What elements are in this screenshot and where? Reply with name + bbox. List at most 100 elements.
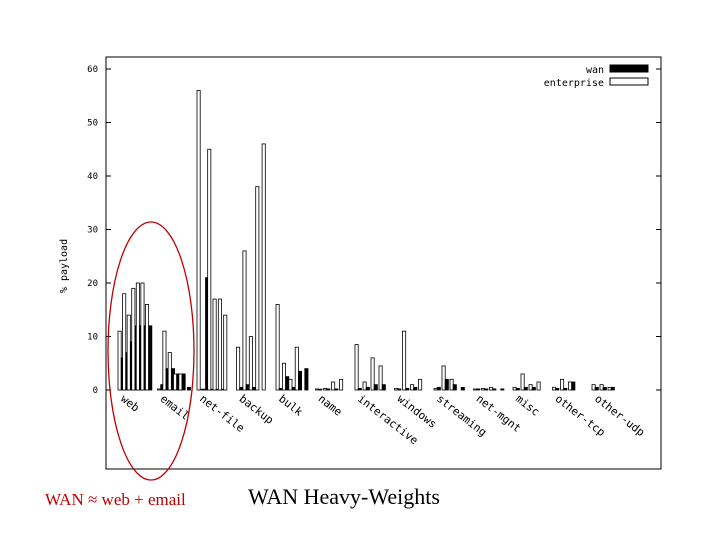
bar-enterprise-streaming — [433, 387, 438, 391]
y-tick-label: 10 — [87, 333, 98, 343]
bar-enterprise-email — [157, 388, 162, 391]
y-axis-label: % payload — [59, 239, 70, 293]
bar-enterprise-windows — [410, 384, 415, 391]
bar-enterprise-net-mgnt — [473, 388, 478, 391]
bar-wan-other-tcp — [571, 381, 576, 391]
bar-wan-interactive — [365, 386, 370, 391]
y-tick-label: 60 — [87, 65, 98, 75]
bar-enterprise-web — [117, 330, 122, 391]
x-tick-label: name — [316, 392, 345, 419]
bar-enterprise-name — [339, 378, 344, 391]
bar-wan-backup — [252, 386, 257, 391]
bar-enterprise-misc — [536, 381, 541, 391]
bar-enterprise-net-file — [201, 388, 206, 391]
y-axis: 0 10 20 30 40 50 60 — [87, 65, 661, 396]
bar-wan-other-udp — [602, 386, 607, 391]
bar-enterprise-windows — [402, 330, 407, 391]
legend-label-enterprise: enterprise — [544, 78, 604, 89]
bar-enterprise-web — [122, 293, 127, 391]
bar-wan-web — [148, 325, 153, 391]
y-tick-label: 20 — [87, 279, 98, 289]
web-email-highlight-ellipse — [107, 221, 195, 481]
bar-enterprise-bulk — [288, 378, 293, 391]
legend: wan enterprise — [544, 64, 649, 89]
bar-enterprise-streaming — [441, 365, 446, 391]
legend-swatch-enterprise — [609, 77, 649, 86]
bar-wan-net-mgnt — [476, 388, 481, 391]
bar-enterprise-web — [126, 314, 131, 391]
bar-wan-misc — [515, 387, 520, 391]
caption-title: WAN Heavy-Weights — [248, 484, 440, 509]
legend-label-wan: wan — [586, 65, 604, 76]
bar-wan-name — [334, 388, 339, 391]
bar-enterprise-bulk — [275, 303, 280, 391]
bar-enterprise-misc — [520, 373, 525, 391]
bar-wan-bulk — [304, 368, 309, 391]
x-tick-label: email — [158, 392, 192, 423]
bar-wan-bulk — [278, 387, 283, 391]
bar-enterprise-web — [140, 282, 145, 391]
bar-wan-windows — [405, 387, 410, 391]
bar-enterprise-email — [173, 373, 178, 391]
bar-enterprise-email — [162, 330, 167, 391]
bar-enterprise-net-file — [223, 314, 228, 391]
bar-enterprise-web — [131, 287, 136, 391]
bar-enterprise-interactive — [362, 381, 367, 391]
bar-enterprise-net-file — [212, 298, 217, 391]
bar-wan-bulk — [285, 376, 290, 391]
bar-enterprise-misc — [512, 386, 517, 391]
caption-wan-equation: WAN ≈ web + email — [45, 490, 186, 509]
bar-wan-bulk — [297, 370, 302, 391]
legend-swatch-wan — [609, 64, 649, 73]
bar-enterprise-misc — [528, 384, 533, 391]
bar-enterprise-other-udp — [591, 384, 596, 391]
bar-wan-email — [186, 386, 191, 391]
bar-enterprise-web — [135, 282, 140, 391]
y-tick-label: 30 — [87, 226, 98, 236]
bar-wan-other-udp — [594, 386, 599, 391]
bar-enterprise-interactive — [370, 357, 375, 391]
bar-enterprise-net-mgnt — [489, 386, 494, 391]
bar-enterprise-interactive — [378, 365, 383, 391]
x-tick-label: bulk — [276, 392, 305, 419]
bar-enterprise-interactive — [354, 344, 359, 391]
bar-enterprise-net-mgnt — [481, 387, 486, 391]
bar-enterprise-web — [145, 303, 150, 391]
y-tick-label: 0 — [93, 386, 98, 396]
bar-enterprise-windows — [418, 378, 423, 391]
bar-enterprise-other-tcp — [552, 386, 557, 391]
bar-enterprise-name — [315, 388, 320, 391]
bar-wan-backup — [245, 384, 250, 391]
y-tick-label: 40 — [87, 172, 98, 182]
bar-wan-interactive — [357, 387, 362, 391]
bar-wan-net-mgnt — [492, 388, 497, 391]
bar-wan-name — [326, 388, 331, 391]
bar-wan-other-tcp — [555, 387, 560, 391]
bar-wan-net-mgnt — [484, 388, 489, 391]
bar-enterprise-email — [167, 352, 172, 391]
bar-enterprise-net-file — [196, 90, 201, 391]
y-tick-label: 50 — [87, 119, 98, 129]
bar-wan-streaming — [444, 378, 449, 391]
bar-enterprise-other-tcp — [560, 378, 565, 391]
bars-layer — [117, 90, 615, 391]
bar-wan-bulk — [291, 386, 296, 391]
bar-enterprise-bulk — [281, 362, 286, 391]
plot-frame — [105, 56, 662, 470]
bar-wan-interactive — [373, 384, 378, 391]
bar-enterprise-backup — [248, 336, 253, 391]
bar-enterprise-email — [178, 373, 183, 391]
bar-enterprise-backup — [242, 250, 247, 391]
bar-enterprise-backup — [236, 346, 241, 391]
bar-wan-interactive — [381, 384, 386, 391]
bar-enterprise-other-udp — [599, 384, 604, 391]
bar-enterprise-net-file — [217, 298, 222, 391]
bar-wan-other-tcp — [563, 387, 568, 391]
bar-wan-other-udp — [610, 386, 615, 391]
bar-enterprise-other-tcp — [568, 381, 573, 391]
bar-enterprise-streaming — [449, 378, 454, 391]
bar-enterprise-backup — [255, 186, 260, 391]
bar-enterprise-windows — [394, 387, 399, 391]
